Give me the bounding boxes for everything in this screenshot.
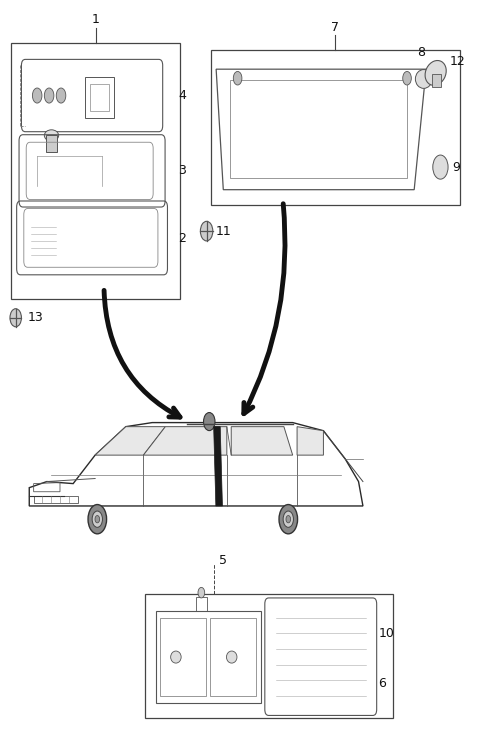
Text: 9: 9 (452, 160, 460, 174)
Polygon shape (214, 426, 222, 506)
Polygon shape (297, 426, 324, 455)
Ellipse shape (425, 60, 446, 85)
Circle shape (88, 504, 107, 534)
Circle shape (283, 511, 293, 528)
Circle shape (33, 88, 42, 103)
Ellipse shape (227, 651, 237, 663)
Circle shape (95, 516, 100, 523)
Text: 7: 7 (332, 20, 339, 34)
Text: 10: 10 (379, 627, 395, 640)
Circle shape (56, 88, 66, 103)
Bar (156, 611, 261, 703)
Circle shape (44, 88, 54, 103)
Text: 1: 1 (92, 14, 99, 26)
Circle shape (200, 222, 213, 241)
Bar (144, 594, 393, 718)
Polygon shape (144, 426, 227, 455)
Circle shape (433, 155, 448, 179)
Text: 8: 8 (417, 46, 425, 59)
Circle shape (204, 413, 215, 431)
Text: 4: 4 (178, 89, 186, 102)
Bar (11, 43, 180, 299)
Bar (46, 135, 57, 152)
Circle shape (92, 511, 102, 528)
Bar (196, 597, 206, 611)
Bar (432, 74, 442, 86)
Bar (85, 76, 114, 118)
Ellipse shape (44, 130, 59, 141)
Text: 11: 11 (216, 225, 232, 237)
Text: 5: 5 (219, 554, 227, 567)
Bar (211, 51, 459, 205)
Bar (230, 80, 407, 178)
Text: 12: 12 (450, 55, 466, 68)
Text: 13: 13 (28, 311, 43, 324)
Text: 2: 2 (178, 232, 186, 245)
Text: 6: 6 (379, 677, 386, 689)
Bar (160, 618, 206, 696)
Circle shape (10, 308, 22, 327)
Polygon shape (95, 426, 166, 455)
Bar (210, 618, 256, 696)
Circle shape (286, 516, 290, 523)
Circle shape (198, 587, 204, 598)
Polygon shape (231, 426, 293, 455)
Ellipse shape (415, 70, 432, 88)
Circle shape (403, 71, 411, 85)
Ellipse shape (171, 651, 181, 663)
Circle shape (279, 504, 298, 534)
Circle shape (233, 71, 242, 85)
Bar (90, 84, 109, 110)
Text: 3: 3 (178, 164, 186, 178)
